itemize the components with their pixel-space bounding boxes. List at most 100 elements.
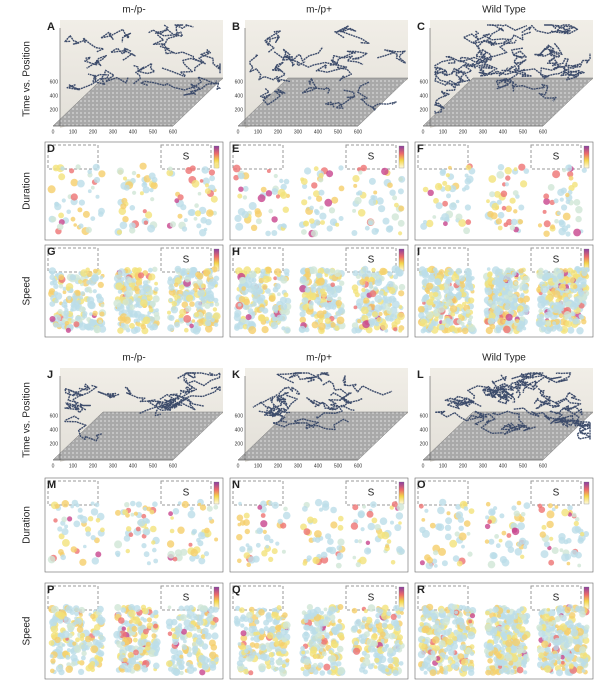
- heat-blob: [339, 186, 345, 192]
- heat-blob: [309, 301, 314, 306]
- heat-blob: [55, 504, 60, 509]
- x-tick-label: 200: [459, 463, 468, 469]
- heat-blob: [468, 297, 474, 303]
- heat-blob: [70, 505, 74, 509]
- heat-blob: [260, 520, 267, 527]
- heat-blob: [131, 278, 136, 283]
- heat-blob: [543, 270, 548, 275]
- heat-blob: [126, 305, 130, 309]
- heat-blob: [96, 293, 102, 299]
- heat-blob: [442, 560, 448, 566]
- heat-blob: [63, 310, 69, 316]
- heat-blob: [198, 557, 205, 564]
- heat-blob: [506, 620, 511, 625]
- heat-blob: [58, 612, 66, 620]
- heat-blob: [262, 326, 269, 333]
- heat-blob: [380, 631, 386, 637]
- heat-blob: [520, 180, 527, 187]
- z-tick-label: 400: [420, 93, 429, 99]
- x-tick-label: 200: [89, 129, 98, 135]
- heat-blob: [177, 527, 184, 534]
- heat-blob: [581, 319, 586, 324]
- heat-blob: [180, 549, 187, 556]
- z-tick-label: 400: [235, 93, 244, 99]
- heat-blob: [301, 199, 307, 205]
- panel-letter: M: [47, 479, 56, 491]
- heat-blob: [185, 277, 191, 283]
- heat-blob: [573, 229, 581, 237]
- heat-blob: [448, 166, 452, 170]
- heat-blob: [170, 529, 175, 534]
- heat-blob: [48, 185, 56, 193]
- heat-blob: [424, 509, 428, 513]
- zone-label: S: [553, 593, 560, 604]
- heat-blob: [485, 288, 493, 296]
- heat-blob: [557, 660, 561, 664]
- heat-blob: [252, 295, 260, 303]
- heat-blob: [178, 214, 183, 219]
- heat-blob: [377, 531, 385, 539]
- heat-blob: [149, 173, 156, 180]
- panel-letter: R: [417, 584, 425, 596]
- heat-blob: [329, 547, 336, 554]
- heat-blob: [58, 173, 65, 180]
- heat-blob: [379, 268, 386, 275]
- heat-blob: [353, 184, 357, 188]
- heat-blob: [302, 632, 310, 640]
- heat-blob: [271, 216, 277, 222]
- heat-blob: [337, 545, 343, 551]
- heat-blob: [73, 321, 79, 327]
- heat-blob: [49, 301, 55, 307]
- heat-blob: [243, 186, 249, 192]
- heat-blob: [94, 326, 102, 334]
- heat-blob: [317, 278, 325, 286]
- heat-blob: [335, 285, 342, 292]
- heat-blob: [496, 328, 501, 333]
- heat-blob: [428, 325, 434, 331]
- heat-blob: [167, 540, 174, 547]
- z-tick-label: 200: [235, 107, 244, 113]
- heat-blob: [79, 613, 83, 617]
- heat-blob: [117, 230, 122, 235]
- heat-blob: [258, 314, 266, 322]
- heat-blob: [579, 611, 586, 618]
- heat-blob: [301, 667, 305, 671]
- heat-blob: [251, 311, 255, 315]
- heat-blob: [469, 508, 475, 514]
- panel-letter: L: [417, 369, 424, 381]
- z-tick-label: 200: [50, 441, 59, 447]
- heat-blob: [573, 285, 577, 289]
- heat-blob: [456, 292, 462, 298]
- heat-blob: [387, 308, 393, 314]
- x-tick-label: 300: [294, 463, 303, 469]
- heat-blob: [542, 635, 548, 641]
- heat-blob: [278, 519, 283, 524]
- heat-blob: [387, 271, 392, 276]
- heat-blob: [167, 278, 174, 285]
- heat-blob: [272, 502, 279, 509]
- heat-blob: [86, 324, 91, 329]
- heat-blob: [365, 226, 370, 231]
- heat-blob: [521, 662, 526, 667]
- heat-blob: [321, 552, 328, 559]
- heat-blob: [420, 560, 425, 565]
- heat-blob: [314, 166, 319, 171]
- heat-blob: [213, 505, 218, 510]
- heat-blob: [63, 290, 67, 294]
- heat-blob: [397, 312, 405, 320]
- heat-blob: [272, 548, 278, 554]
- heat-blob: [496, 653, 502, 659]
- heat-blob: [50, 271, 54, 275]
- heat-blob: [75, 637, 80, 642]
- z-tick-label: 600: [50, 413, 59, 419]
- zone-label: S: [368, 152, 375, 163]
- heat-blob: [398, 206, 404, 212]
- heat-blob: [98, 642, 104, 648]
- heat-blob: [315, 537, 321, 543]
- heat-blob: [241, 286, 246, 291]
- heat-blob: [496, 277, 502, 283]
- heat-blob: [125, 645, 131, 651]
- heat-blob: [199, 229, 206, 236]
- heat-blob: [324, 632, 330, 638]
- heat-blob: [361, 625, 365, 629]
